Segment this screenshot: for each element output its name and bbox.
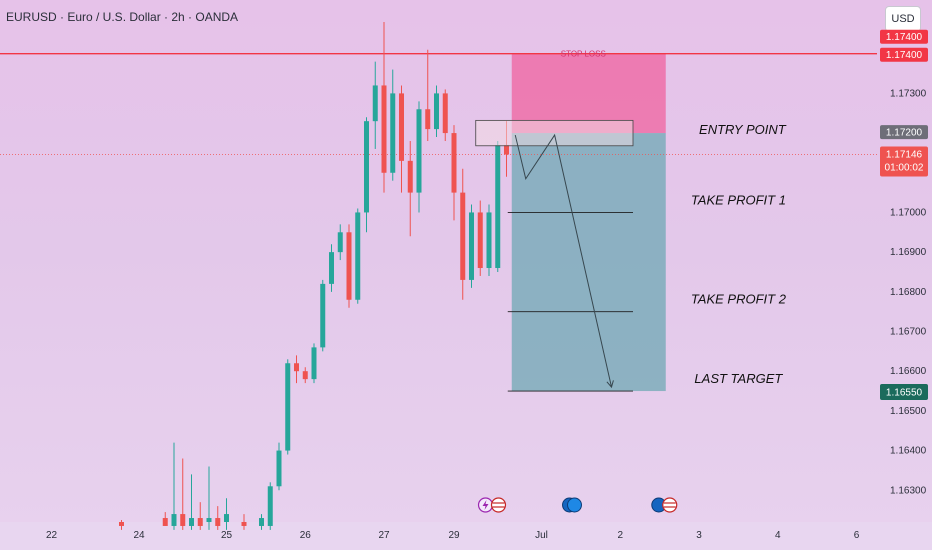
- take-profit-2-label: TAKE PROFIT 2: [691, 292, 787, 307]
- last-target-price-tag: 1.16550: [886, 388, 923, 399]
- current-price-tag: 1.17146: [886, 150, 923, 161]
- time-axis-label: 4: [775, 530, 781, 541]
- take-profit-1-label: TAKE PROFIT 1: [691, 192, 786, 207]
- candle-body: [337, 232, 343, 253]
- candle-body: [285, 363, 291, 451]
- eu-globe-icon: [567, 497, 582, 513]
- candle-body: [294, 363, 299, 372]
- candle-body: [407, 160, 413, 193]
- candle-body: [425, 109, 431, 130]
- candle-body: [276, 450, 282, 487]
- price-axis-label: 1.17000: [890, 207, 927, 218]
- resistance-top-price-tag: 1.17400: [886, 32, 923, 43]
- candle-body: [460, 192, 466, 280]
- entry-price-tag-bg: [880, 125, 928, 140]
- candle-body: [495, 144, 501, 269]
- candle-body: [477, 212, 483, 269]
- entry-zone-box: [475, 119, 634, 147]
- candle-body: [302, 371, 308, 380]
- price-axis-label: 1.16900: [890, 247, 927, 258]
- price-axis-label: 1.16500: [890, 406, 927, 417]
- time-axis-label: 3: [696, 530, 702, 541]
- symbol-title: EURUSD · Euro / U.S. Dollar · 2h · OANDA: [6, 10, 239, 24]
- candle-body: [197, 518, 203, 526]
- stop-loss-label: STOP LOSS: [561, 50, 606, 59]
- candle-body: [399, 93, 404, 161]
- time-axis-label: 29: [448, 530, 460, 541]
- price-axis-label: 1.16600: [890, 366, 927, 377]
- candle-body: [355, 212, 361, 300]
- last-target-price-tag-bg: [880, 384, 928, 401]
- time-axis-label: 22: [46, 530, 58, 541]
- candle-body: [451, 133, 457, 193]
- candle-body: [469, 212, 474, 280]
- price-axis-label: 1.16400: [890, 446, 927, 457]
- candle-body: [311, 347, 317, 380]
- candle-body: [171, 514, 177, 526]
- candle-body: [215, 518, 221, 526]
- candle-body: [346, 232, 352, 300]
- candle-body: [267, 486, 273, 526]
- candle-body: [320, 283, 326, 348]
- candle-body: [486, 212, 492, 269]
- us-flag-icon: [490, 497, 507, 513]
- time-axis-label: 2: [617, 530, 623, 541]
- candle-body: [162, 518, 168, 526]
- countdown-tag: 01:00:02: [885, 163, 924, 174]
- resistance-top-price-tag-bg: [880, 29, 928, 44]
- price-axis-label: 1.16300: [890, 485, 927, 496]
- time-axis-label: 27: [378, 530, 390, 541]
- candle-body: [364, 121, 369, 213]
- entry-price-tag: 1.17200: [886, 128, 923, 139]
- price-axis-label: 1.16800: [890, 287, 927, 298]
- candle-body: [259, 518, 264, 526]
- time-axis-label: 26: [300, 530, 312, 541]
- candle-body: [329, 252, 334, 284]
- candle-body: [381, 85, 387, 173]
- time-axis-label: 24: [133, 530, 145, 541]
- us-flag-icon: [662, 497, 678, 513]
- candle-body: [119, 522, 124, 526]
- time-axis-label: 6: [854, 530, 860, 541]
- time-axis-bg: [0, 522, 932, 550]
- time-axis-label: Jul: [535, 530, 548, 541]
- entry-point-label: ENTRY POINT: [699, 122, 787, 137]
- last-target-label: LAST TARGET: [694, 371, 783, 386]
- candle-body: [224, 514, 229, 522]
- current-price-tag-bg: [880, 146, 928, 177]
- time-axis-label: 25: [221, 530, 233, 541]
- candle-body: [372, 85, 378, 122]
- price-axis-label: 1.16700: [890, 327, 927, 338]
- candle-body: [180, 514, 186, 526]
- candle-body: [434, 93, 439, 130]
- profit-zone: [511, 133, 666, 392]
- candle-body: [390, 93, 396, 173]
- stop-loss-zone: [511, 53, 666, 134]
- candle-body: [442, 93, 448, 134]
- flash-bolt-icon: [482, 500, 489, 510]
- candle-body: [504, 144, 509, 155]
- resistance-price-tag: 1.17400: [886, 50, 923, 61]
- projection-path: [514, 133, 612, 388]
- candle-body: [189, 518, 194, 526]
- candle-body: [206, 518, 212, 522]
- candle-body: [416, 109, 422, 193]
- resistance-price-tag-bg: [880, 47, 928, 62]
- price-axis-label: 1.17300: [890, 88, 927, 99]
- candle-body: [241, 522, 247, 526]
- projection-arrowhead: [606, 380, 614, 389]
